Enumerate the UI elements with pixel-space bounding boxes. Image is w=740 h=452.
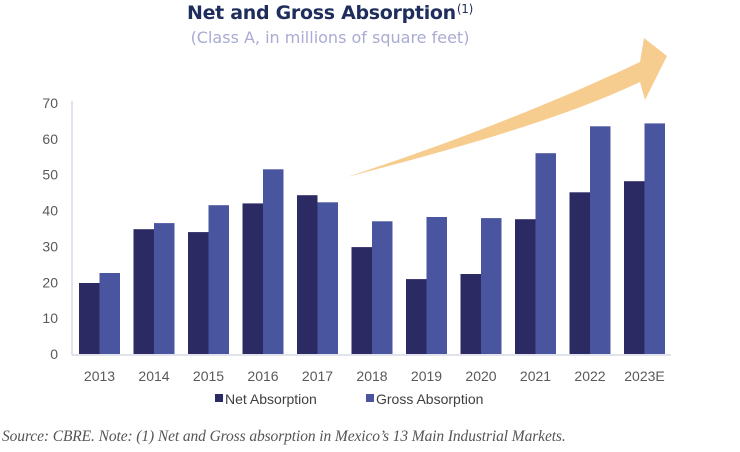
legend-label: Gross Absorption — [376, 391, 483, 407]
y-tick-label: 30 — [42, 238, 58, 254]
bar-net-absorption — [460, 274, 481, 354]
bar-net-absorption — [624, 181, 645, 354]
bar-net-absorption — [242, 203, 263, 354]
bar-gross-absorption — [481, 218, 502, 354]
x-tick-label: 2017 — [302, 368, 333, 384]
bar-gross-absorption — [535, 153, 556, 354]
bar-gross-absorption — [154, 223, 175, 354]
bar-gross-absorption — [644, 123, 665, 355]
y-tick-label: 10 — [42, 310, 58, 326]
x-tick-label: 2021 — [520, 368, 551, 384]
x-tick-label: 2013 — [84, 368, 115, 384]
bar-net-absorption — [133, 229, 154, 354]
bar-net-absorption — [569, 192, 590, 354]
y-tick-label: 70 — [42, 95, 58, 111]
legend-swatch — [366, 394, 374, 402]
y-tick-label: 0 — [50, 346, 58, 362]
bar-net-absorption — [351, 247, 372, 354]
x-tick-label: 2016 — [247, 368, 278, 384]
chart-title-footnote: (1) — [456, 2, 474, 16]
bar-gross-absorption — [590, 126, 611, 354]
x-tick-label: 2015 — [193, 368, 224, 384]
x-tick-label: 2023E — [624, 368, 664, 384]
y-tick-label: 20 — [42, 274, 58, 290]
source-note: Source: CBRE. Note: (1) Net and Gross ab… — [2, 428, 566, 445]
bar-gross-absorption — [426, 217, 447, 354]
trend-arrow — [347, 38, 667, 177]
x-tick-label: 2022 — [574, 368, 605, 384]
y-tick-label: 40 — [42, 203, 58, 219]
chart-title-text: Net and Gross Absorption — [186, 2, 456, 24]
chart-subtitle: (Class A, in millions of square feet) — [190, 28, 470, 47]
bar-gross-absorption — [99, 273, 120, 354]
legend-label: Net Absorption — [225, 391, 317, 407]
bar-net-absorption — [406, 279, 427, 354]
bar-net-absorption — [79, 283, 100, 354]
legend-net-absorption: Net Absorption — [215, 391, 317, 407]
x-tick-label: 2020 — [465, 368, 496, 384]
bar-gross-absorption — [372, 221, 393, 354]
x-tick-label: 2019 — [411, 368, 442, 384]
chart-title: Net and Gross Absorption(1) — [0, 2, 660, 24]
legend-gross-absorption: Gross Absorption — [366, 391, 483, 407]
bar-net-absorption — [188, 232, 209, 354]
y-tick-label: 50 — [42, 167, 58, 183]
y-tick-label: 60 — [42, 131, 58, 147]
bar-gross-absorption — [317, 202, 338, 354]
x-tick-label: 2014 — [138, 368, 169, 384]
bar-gross-absorption — [208, 205, 229, 354]
bar-net-absorption — [515, 219, 536, 354]
legend-swatch — [215, 394, 223, 402]
bar-net-absorption — [297, 195, 318, 354]
bar-gross-absorption — [263, 169, 284, 354]
x-tick-label: 2018 — [356, 368, 387, 384]
